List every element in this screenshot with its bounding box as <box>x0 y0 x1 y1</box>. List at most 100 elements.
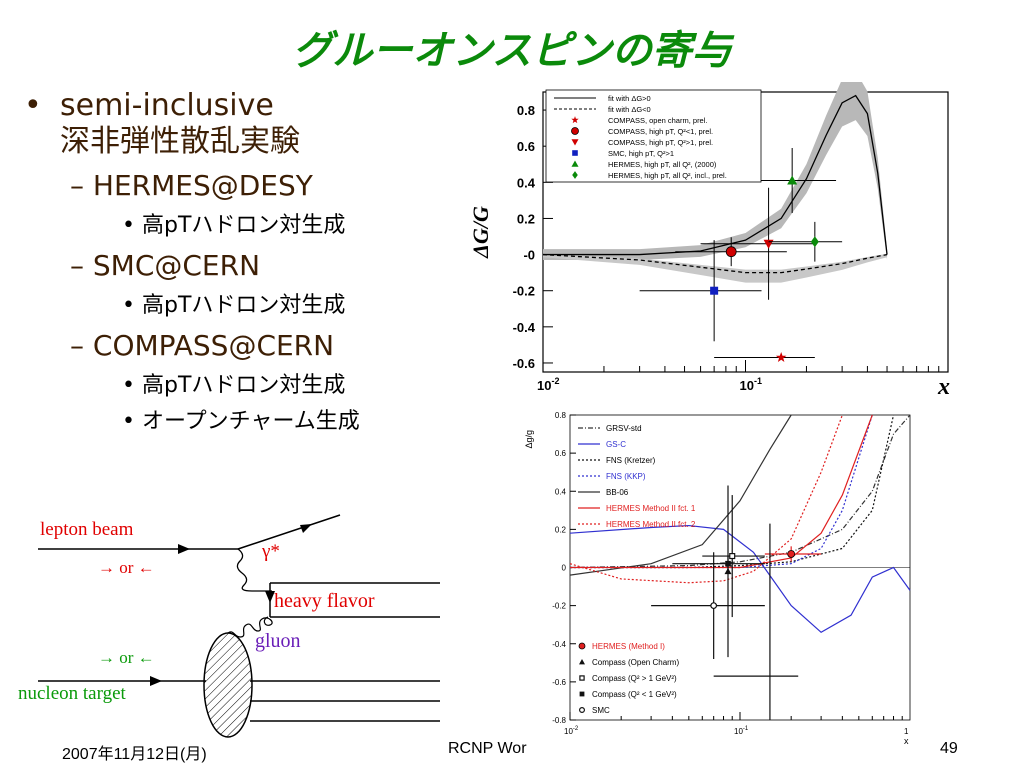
theory-curve <box>570 414 895 569</box>
legend-entry: FNS (Kretzer) <box>606 456 656 465</box>
x-tick-exponent: -2 <box>551 376 559 386</box>
y-axis-label: Δg/g <box>524 430 534 449</box>
page-number: 49 <box>940 740 958 757</box>
photon-label: γ* <box>261 541 280 562</box>
uncertainty-band-negative <box>543 253 888 283</box>
y-tick-label: 0.8 <box>517 103 535 118</box>
bullet-level2: – HERMES@DESY <box>70 169 313 202</box>
heavy-flavor-label: heavy flavor <box>274 590 375 612</box>
triangle-up-marker <box>787 175 798 185</box>
square-marker <box>572 150 578 156</box>
legend-entry: COMPASS, high pT, Q²>1, prel. <box>608 138 713 147</box>
slide-title: グルーオンスピンの寄与 <box>292 28 732 74</box>
fit-curve <box>542 253 888 274</box>
y-tick-label: -0.2 <box>513 284 535 299</box>
gluon-coil <box>227 616 273 638</box>
y-tick-label: -0.6 <box>513 356 535 371</box>
circle-marker <box>578 642 586 650</box>
bullet-symbol: • <box>24 88 42 123</box>
legend-entry: fit with ΔG<0 <box>608 105 651 114</box>
y-tick-label: 0.4 <box>555 487 567 496</box>
triangle-up-marker <box>571 160 579 167</box>
theory-curve <box>570 414 873 569</box>
x-tick-label: 10-2 <box>537 376 559 393</box>
legend-entry: SMC, high pT, Q²>1 <box>608 149 674 158</box>
legend-entry: GRSV-std <box>606 424 642 433</box>
x-tick-label: 10-1 <box>734 726 749 736</box>
legend-entry: HERMES Method II fct. 1 <box>606 504 696 513</box>
x-tick-exponent: -1 <box>754 376 762 386</box>
legend-entry: fit with ΔG>0 <box>608 94 651 103</box>
y-tick-label: 0.8 <box>555 411 567 420</box>
legend-entry: COMPASS, high pT, Q²<1, prel. <box>608 127 713 136</box>
open-square-marker <box>579 675 585 681</box>
y-axis-label: ΔG/G <box>468 206 493 259</box>
spin-arrows-2: → or ← <box>98 648 155 667</box>
x-tick-exponent: -2 <box>573 726 579 732</box>
lepton-in-arrow <box>178 544 190 554</box>
x-axis-label: x <box>937 374 950 400</box>
footer-date: 2007年11月12日(月) <box>62 746 207 763</box>
triangle-up-marker <box>579 659 585 665</box>
bullet-text: 高pTハドロン対生成 <box>141 293 346 318</box>
open-circle-marker <box>578 707 585 714</box>
process-diagram: lepton beam → or ← γ* heavy flavor gluon… <box>18 514 440 738</box>
bullet-level2: – SMC@CERN <box>70 249 261 282</box>
lepton-beam-label: lepton beam <box>40 519 134 540</box>
y-tick-label: -0.8 <box>552 716 566 725</box>
star-marker <box>775 352 787 362</box>
bullet-symbol: • <box>122 213 135 238</box>
legend-entry: HERMES, high pT, all Q², incl., prel. <box>608 171 727 180</box>
y-tick-label: 0.4 <box>517 175 536 190</box>
footer-center: RCNP Wor <box>448 740 527 757</box>
bullet-level3: • 高pTハドロン対生成 <box>24 288 454 324</box>
legend-entry: Compass (Open Charm) <box>592 658 679 667</box>
legend-entry: HERMES Method II fct. 2 <box>606 520 696 529</box>
bullet-text: 高pTハドロン対生成 <box>141 373 346 398</box>
y-tick-label: 0.6 <box>517 139 535 154</box>
bullet-level3: • オープンチャーム生成 <box>24 404 454 440</box>
theory-curve <box>569 524 911 634</box>
square-marker <box>710 286 719 295</box>
legend-box <box>545 89 762 183</box>
bullet-level1: • semi-inclusive <box>24 88 454 124</box>
diamond-marker <box>810 236 819 248</box>
open-circle-marker <box>710 602 718 610</box>
bullet-symbol: • <box>122 409 135 434</box>
y-tick-label: -0.4 <box>513 320 536 335</box>
nucleon-in-arrow <box>150 676 162 686</box>
quark-arrow <box>265 591 275 603</box>
theory-curve <box>569 414 843 584</box>
x-tick-label: 10-1 <box>740 376 762 393</box>
legend-entry: Compass (Q² < 1 GeV²) <box>592 690 677 699</box>
circle-marker <box>725 246 737 258</box>
bullet-symbol: • <box>122 373 135 398</box>
legend-entry: FNS (KKP) <box>606 472 646 481</box>
bullet-level1-cont: 深非弾性散乱実験 <box>24 124 454 160</box>
theory-curve <box>569 414 792 576</box>
bullet-text: オープンチャーム生成 <box>141 409 360 434</box>
bullet-text: 深非弾性散乱実験 <box>60 124 300 159</box>
legend-entry: BB-06 <box>606 488 629 497</box>
lepton-out-arrow <box>300 524 312 533</box>
star-marker <box>571 116 579 124</box>
y-tick-label: -0.4 <box>552 640 566 649</box>
bullet-level2: – COMPASS@CERN <box>70 329 335 362</box>
bullet-text: semi-inclusive <box>60 88 274 123</box>
y-tick-label: 0.6 <box>555 449 567 458</box>
y-tick-label: 0 <box>562 564 567 573</box>
theory-curve <box>569 414 911 569</box>
y-tick-label: -0.6 <box>552 678 566 687</box>
legend-entry: HERMES, high pT, all Q², (2000) <box>608 160 717 169</box>
x-tick-label: 10-2 <box>564 726 579 736</box>
square-marker <box>725 560 731 567</box>
x-axis-label: x <box>904 736 909 746</box>
circle-marker <box>571 127 579 135</box>
x-tick-label: 1 <box>904 727 909 736</box>
bullet-text: 高pTハドロン対生成 <box>141 213 346 238</box>
legend-entry: GS-C <box>606 440 626 449</box>
triangle-down-marker <box>571 139 579 146</box>
y-tick-label: -0.2 <box>552 602 566 611</box>
chart-background <box>518 410 920 755</box>
bullet-level3: • 高pTハドロン対生成 <box>24 368 454 404</box>
